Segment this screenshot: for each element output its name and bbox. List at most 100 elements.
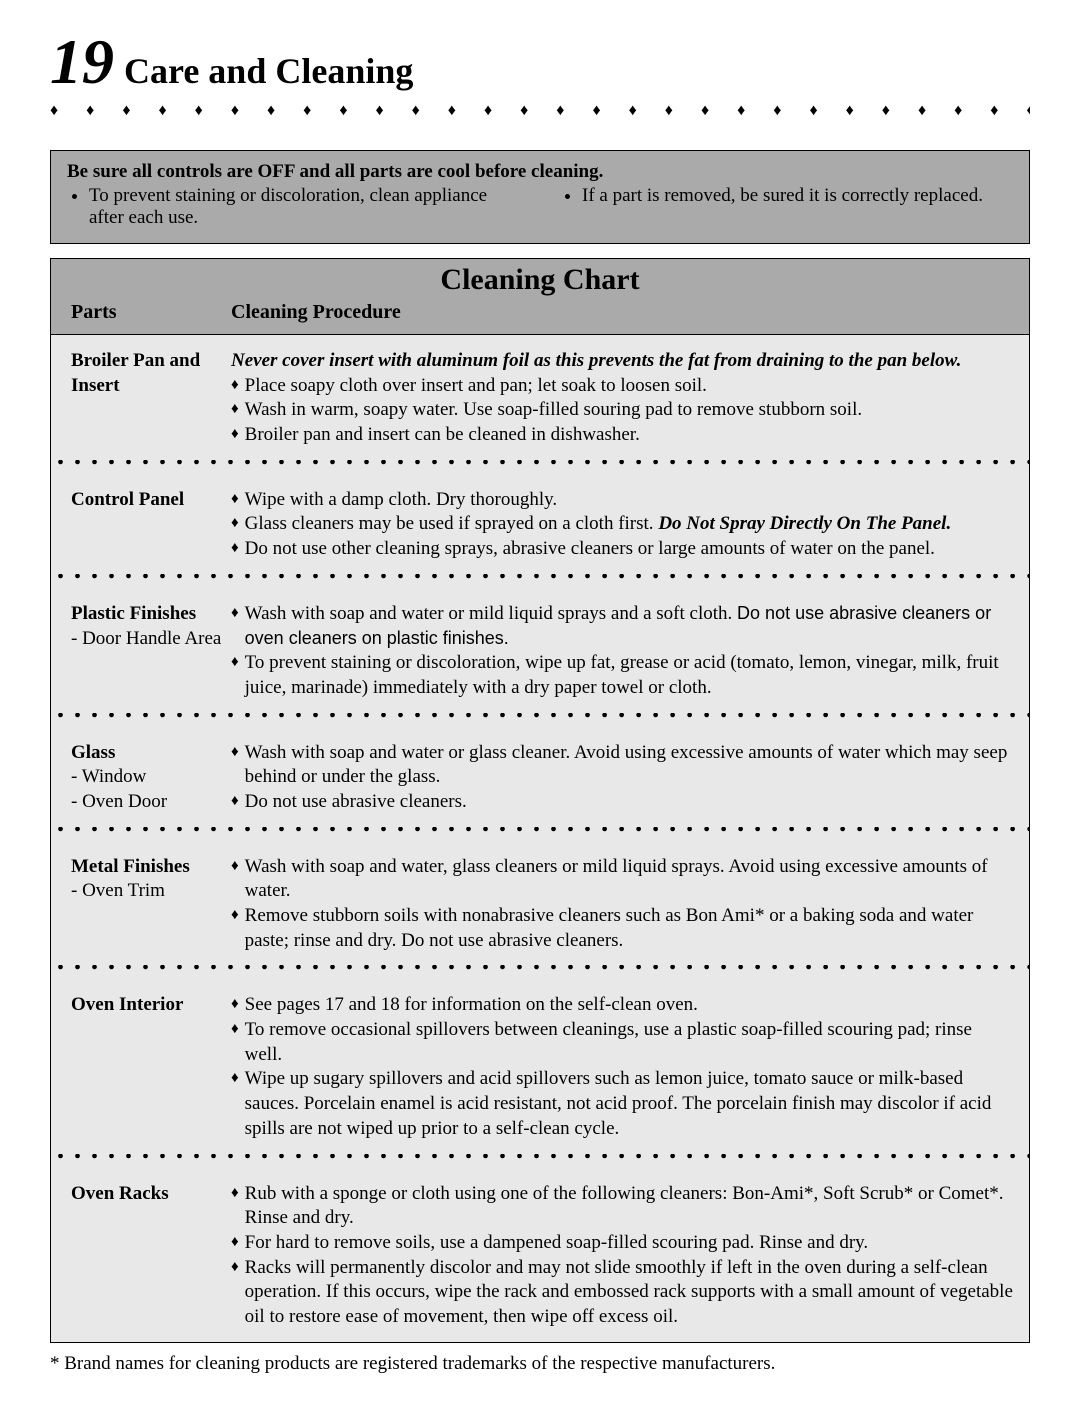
diamond-bullet-icon: ♦ — [231, 537, 239, 559]
procedure-item: ♦ Wash with soap and water or glass clean… — [231, 741, 1013, 790]
procedure-text: Rub with a sponge or cloth using one of … — [245, 1182, 1013, 1231]
part-title: Plastic Finishes — [71, 602, 223, 627]
procedure-text: See pages 17 and 18 for information on t… — [245, 993, 1013, 1018]
sans-text: Do not use abrasive cleaners or oven cle… — [245, 603, 992, 648]
procedure-item: ♦ Wash in warm, soapy water. Use soap-fil… — [231, 398, 1013, 423]
procedure-item: ♦See pages 17 and 18 for information on … — [231, 993, 1013, 1018]
procedure-cell: ♦ Wipe with a damp cloth. Dry thoroughly.… — [231, 488, 1029, 562]
procedure-item: ♦ Broiler pan and insert can be cleaned i… — [231, 423, 1013, 448]
parts-cell: Glass- Window- Oven Door — [51, 741, 231, 815]
procedure-cell: ♦ Wash with soap and water or mild liquid… — [231, 602, 1029, 701]
part-subtitle: - Oven Door — [71, 790, 223, 815]
page-number: 19 — [50, 30, 114, 94]
procedure-item: ♦ Wash with soap and water, glass cleaner… — [231, 855, 1013, 904]
chart-row: Oven Racks♦ Rub with a sponge or cloth us… — [51, 1168, 1029, 1342]
diamond-bullet-icon: ♦ — [231, 1182, 239, 1204]
procedure-item: ♦ Place soapy cloth over insert and pan; … — [231, 374, 1013, 399]
procedure-text: Wipe with a damp cloth. Dry thoroughly. — [245, 488, 1013, 513]
notice-heading: Be sure all controls are OFF and all par… — [67, 161, 1013, 183]
chart-row: Glass- Window- Oven Door♦Wash with soap … — [51, 727, 1029, 827]
chart-row: Metal Finishes- Oven Trim♦Wash with soap… — [51, 841, 1029, 966]
procedure-item: ♦ For hard to remove soils, use a dampene… — [231, 1231, 1013, 1256]
chart-header-row: Parts Cleaning Procedure — [51, 299, 1029, 335]
procedure-cell: Never cover insert with aluminum foil as… — [231, 349, 1029, 448]
diamond-bullet-icon: ♦ — [231, 1231, 239, 1253]
procedure-text: Wash with soap and water or mild liquid … — [245, 602, 1013, 651]
chart-row: Plastic Finishes- Door Handle Area♦Wash … — [51, 588, 1029, 713]
procedure-cell: ♦ Rub with a sponge or cloth using one of… — [231, 1182, 1029, 1330]
part-title: Glass — [71, 741, 223, 766]
diamond-bullet-icon: ♦ — [231, 602, 239, 624]
part-title: Metal Finishes — [71, 855, 223, 880]
diamond-bullet-icon: ♦ — [231, 741, 239, 763]
diamond-bullet-icon: ♦ — [231, 1256, 239, 1278]
diamond-bullet-icon: ♦ — [231, 374, 239, 396]
procedure-text: Remove stubborn soils with nonabrasive c… — [245, 904, 1013, 953]
dotted-separator: ••••••••••••••••••••••••••••••••••••••••… — [51, 713, 1029, 727]
procedure-item: ♦To prevent staining or discoloration, w… — [231, 651, 1013, 700]
procedure-item: ♦ Do not use abrasive cleaners. — [231, 790, 1013, 815]
dotted-separator: ••••••••••••••••••••••••••••••••••••••••… — [51, 827, 1029, 841]
procedure-text: Place soapy cloth over insert and pan; l… — [245, 374, 1013, 399]
procedure-item: ♦ Remove stubborn soils with nonabrasive … — [231, 904, 1013, 953]
diamond-bullet-icon: ♦ — [231, 398, 239, 420]
diamond-bullet-icon: ♦ — [231, 855, 239, 877]
header-procedure: Cleaning Procedure — [231, 301, 1029, 324]
procedure-text: Broiler pan and insert can be cleaned in… — [245, 423, 1013, 448]
notice-left: To prevent staining or discoloration, cl… — [89, 185, 520, 229]
diamond-bullet-icon: ♦ — [231, 423, 239, 445]
parts-cell: Metal Finishes- Oven Trim — [51, 855, 231, 954]
parts-cell: Plastic Finishes- Door Handle Area — [51, 602, 231, 701]
procedure-text: Wipe up sugary spillovers and acid spill… — [245, 1067, 1013, 1141]
parts-cell: Oven Racks — [51, 1182, 231, 1330]
procedure-text: Glass cleaners may be used if sprayed on… — [245, 512, 1013, 537]
diamond-bullet-icon: ♦ — [231, 1067, 239, 1089]
part-title: Broiler Pan and Insert — [71, 349, 223, 398]
chart-title: Cleaning Chart — [51, 259, 1029, 299]
procedure-text: Wash in warm, soapy water. Use soap-fill… — [245, 398, 1013, 423]
diamond-bullet-icon: ♦ — [231, 904, 239, 926]
diamond-bullet-icon: ♦ — [231, 488, 239, 510]
parts-cell: Broiler Pan and Insert — [51, 349, 231, 448]
page-heading: 19 Care and Cleaning — [50, 30, 1030, 94]
procedure-item: ♦ Glass cleaners may be used if sprayed o… — [231, 512, 1013, 537]
procedure-item: ♦ Wipe with a damp cloth. Dry thoroughly. — [231, 488, 1013, 513]
dotted-separator: ••••••••••••••••••••••••••••••••••••••••… — [51, 574, 1029, 588]
part-subtitle: - Window — [71, 765, 223, 790]
procedure-text: Do not use abrasive cleaners. — [245, 790, 1013, 815]
parts-cell: Control Panel — [51, 488, 231, 562]
notice-box: Be sure all controls are OFF and all par… — [50, 150, 1030, 244]
procedure-item: ♦ To remove occasional spillovers between… — [231, 1018, 1013, 1067]
procedure-text: To remove occasional spillovers between … — [245, 1018, 1013, 1067]
parts-cell: Oven Interior — [51, 993, 231, 1141]
dotted-separator: ••••••••••••••••••••••••••••••••••••••••… — [51, 965, 1029, 979]
cleaning-chart: Cleaning Chart Parts Cleaning Procedure … — [50, 258, 1030, 1343]
procedure-item: ♦ Wash with soap and water or mild liquid… — [231, 602, 1013, 651]
part-title: Oven Interior — [71, 993, 223, 1018]
header-parts: Parts — [51, 301, 231, 324]
procedure-cell: ♦ Wash with soap and water, glass cleaner… — [231, 855, 1029, 954]
chart-row: Oven Interior ♦ See pages 17 and 18 for in… — [51, 979, 1029, 1153]
chart-row: Broiler Pan and Insert Never cover insert… — [51, 335, 1029, 460]
procedure-intro: Never cover insert with aluminum foil as… — [231, 349, 1013, 374]
procedure-text: Do not use other cleaning sprays, abrasi… — [245, 537, 1013, 562]
diamond-bullet-icon: ♦ — [231, 1018, 239, 1040]
diamond-bullet-icon: ♦ — [231, 790, 239, 812]
procedure-item: ♦ Wipe up sugary spillovers and acid spil… — [231, 1067, 1013, 1141]
footnote: * Brand names for cleaning products are … — [50, 1353, 1030, 1375]
part-title: Control Panel — [71, 488, 223, 513]
part-subtitle: - Door Handle Area — [71, 627, 223, 652]
dotted-separator: ••••••••••••••••••••••••••••••••••••••••… — [51, 1154, 1029, 1168]
diamond-bullet-icon: ♦ — [231, 512, 239, 534]
procedure-text: Wash with soap and water or glass cleane… — [245, 741, 1013, 790]
procedure-text: Wash with soap and water, glass cleaners… — [245, 855, 1013, 904]
procedure-cell: ♦ Wash with soap and water or glass clean… — [231, 741, 1029, 815]
procedure-cell: ♦ See pages 17 and 18 for information on … — [231, 993, 1029, 1141]
notice-right: If a part is removed, be sured it is cor… — [582, 185, 1013, 207]
procedure-text: Racks will permanently discolor and may … — [245, 1256, 1013, 1330]
procedure-text: For hard to remove soils, use a dampened… — [245, 1231, 1013, 1256]
diamond-divider: ♦ ♦ ♦ ♦ ♦ ♦ ♦ ♦ ♦ ♦ ♦ ♦ ♦ ♦ ♦ ♦ ♦ ♦ ♦ ♦ … — [50, 102, 1030, 120]
procedure-item: ♦ Racks will permanently discolor and may… — [231, 1256, 1013, 1330]
emphasis-text: Do Not Spray Directly On The Panel. — [658, 513, 951, 534]
part-subtitle: - Oven Trim — [71, 879, 223, 904]
